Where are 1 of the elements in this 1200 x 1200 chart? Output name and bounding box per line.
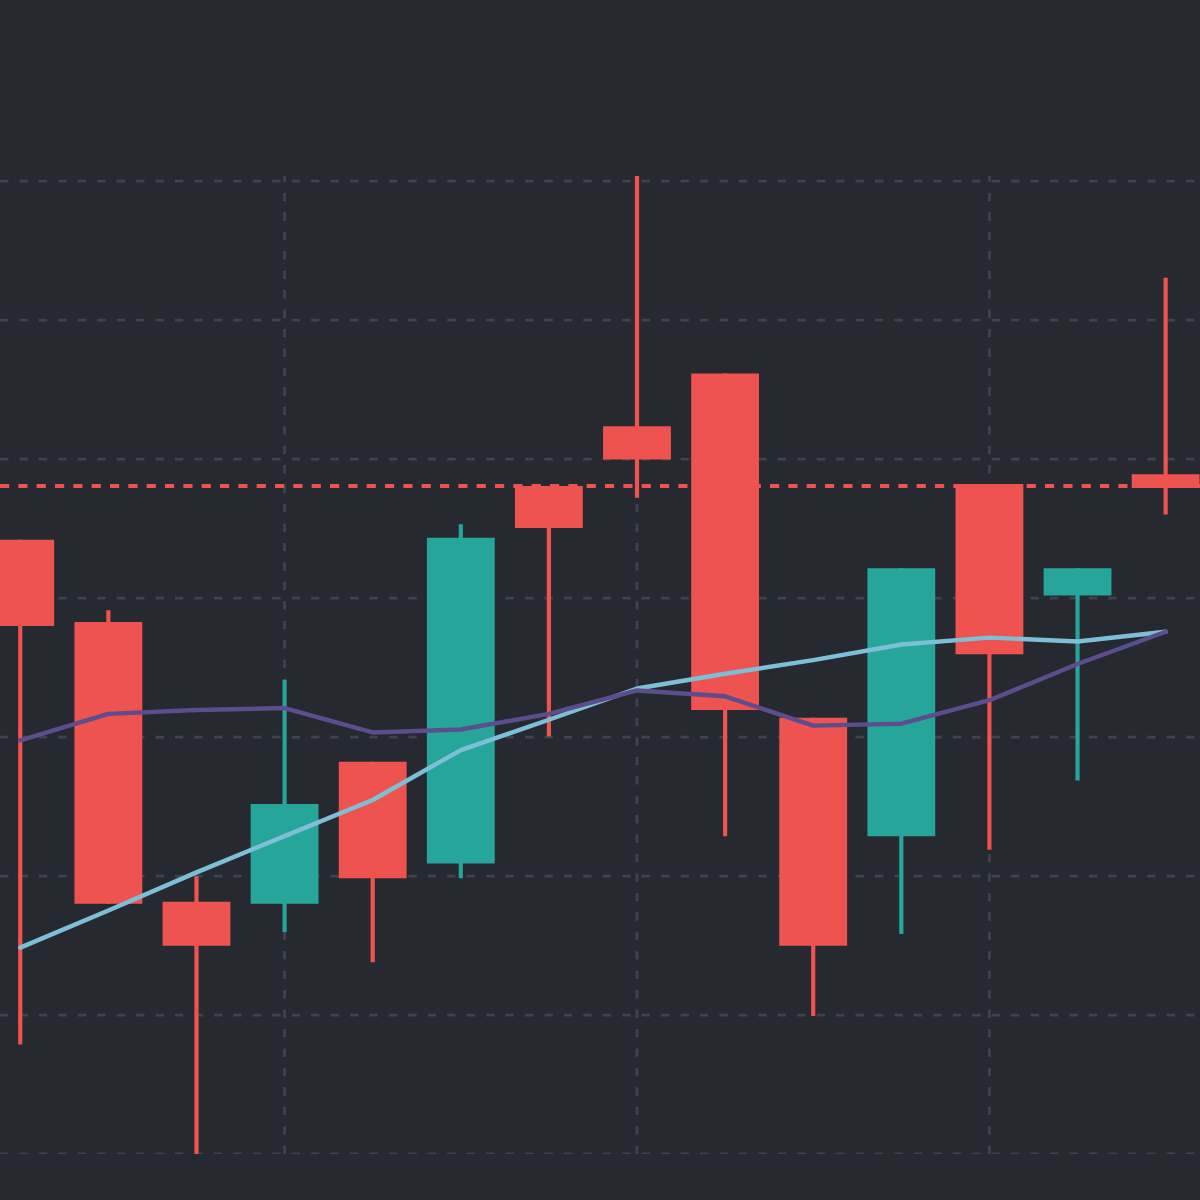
candlestick xyxy=(1131,275,1200,517)
